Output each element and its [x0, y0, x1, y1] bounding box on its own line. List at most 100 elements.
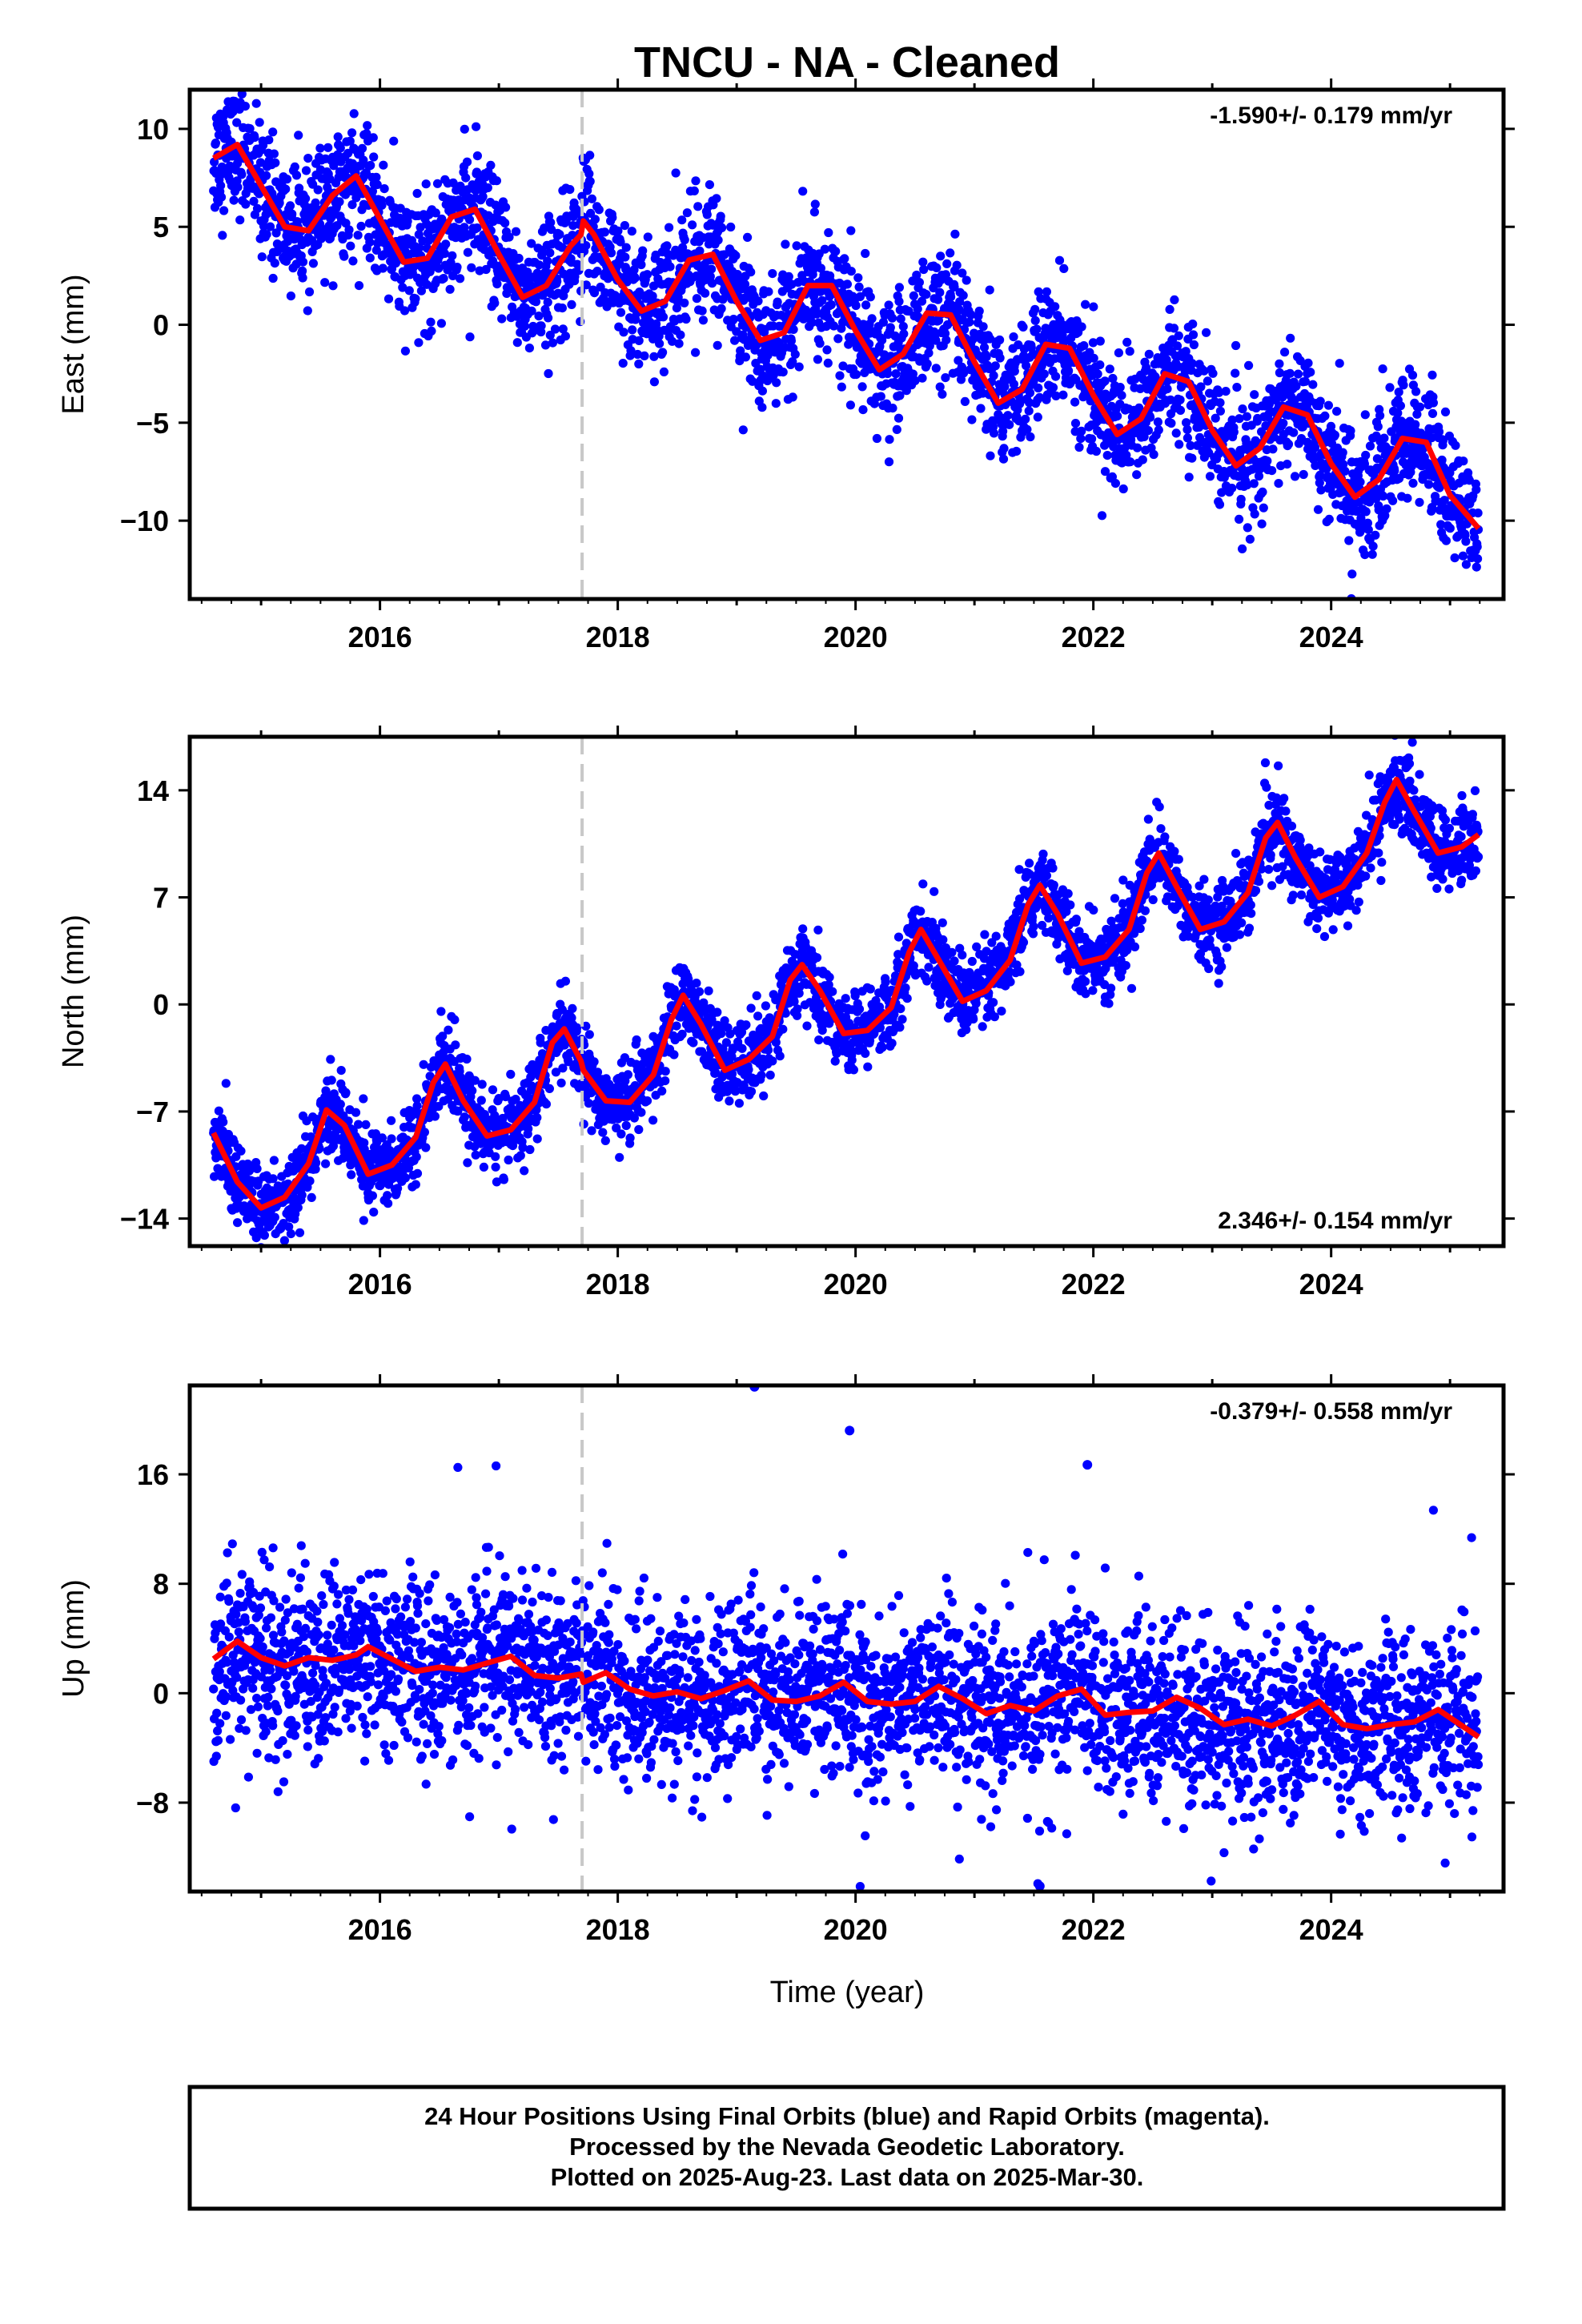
data-point	[1048, 383, 1058, 392]
data-point	[1153, 417, 1162, 427]
data-point	[702, 210, 712, 219]
data-point	[1245, 534, 1255, 544]
data-point	[341, 219, 351, 228]
data-point	[636, 1108, 646, 1117]
data-point	[1022, 424, 1032, 434]
data-point	[1263, 456, 1272, 466]
data-point	[1187, 359, 1197, 368]
data-point	[371, 172, 381, 182]
data-point	[592, 267, 602, 276]
data-point	[824, 227, 833, 238]
data-point	[692, 979, 701, 988]
data-point	[817, 296, 827, 305]
data-point	[1275, 368, 1284, 378]
data-point	[1393, 408, 1403, 418]
data-point	[568, 1003, 577, 1013]
data-point	[488, 1085, 498, 1095]
data-point	[540, 340, 551, 350]
data-point	[1399, 380, 1408, 390]
data-point	[786, 336, 797, 346]
data-point	[1378, 364, 1387, 374]
data-point	[1165, 304, 1174, 314]
data-point	[822, 345, 832, 355]
rate-label: -1.590+/- 0.179 mm/yr	[1210, 103, 1452, 129]
data-point	[665, 223, 674, 232]
data-point	[958, 291, 968, 300]
data-point	[232, 118, 242, 127]
data-point	[432, 179, 443, 188]
data-point	[1089, 353, 1098, 363]
data-point	[792, 241, 801, 251]
data-point	[333, 132, 343, 142]
data-point	[962, 275, 971, 285]
data-point	[837, 382, 846, 392]
data-point	[1231, 368, 1240, 378]
data-point	[1461, 537, 1471, 546]
data-point	[665, 262, 675, 271]
data-point	[219, 1117, 228, 1127]
data-point	[740, 279, 750, 289]
data-point	[1199, 366, 1209, 376]
data-point	[269, 1156, 279, 1165]
data-point	[250, 133, 259, 143]
data-point	[460, 223, 469, 232]
data-point	[471, 1150, 480, 1160]
data-point	[255, 158, 266, 167]
data-point	[463, 247, 473, 257]
data-point	[448, 251, 457, 260]
data-point	[308, 259, 318, 268]
data-point	[594, 205, 604, 215]
data-point	[269, 149, 279, 159]
data-point	[855, 292, 865, 301]
data-point	[1257, 519, 1267, 529]
x-tick-label: 2022	[1062, 621, 1126, 653]
data-point	[671, 168, 681, 178]
data-point	[504, 232, 514, 242]
data-point	[648, 1116, 658, 1125]
data-point	[1077, 322, 1086, 332]
data-point	[1208, 368, 1218, 378]
data-point	[720, 1016, 729, 1026]
data-point	[268, 1174, 278, 1184]
data-point	[236, 1146, 246, 1156]
data-point	[359, 1094, 368, 1104]
data-point	[1138, 455, 1147, 464]
data-point	[470, 1076, 480, 1085]
data-point	[1300, 376, 1310, 386]
data-point	[440, 249, 450, 259]
data-point	[1143, 426, 1153, 436]
data-point	[1379, 491, 1388, 501]
data-point	[1134, 403, 1144, 412]
data-point	[412, 1152, 421, 1162]
data-point	[717, 223, 727, 232]
data-point	[446, 258, 456, 267]
data-point	[1407, 370, 1418, 380]
data-point	[768, 1056, 777, 1066]
data-point	[726, 222, 736, 232]
data-point	[1293, 369, 1303, 379]
data-point	[752, 991, 761, 1000]
data-point	[764, 287, 773, 296]
data-point	[816, 263, 825, 273]
data-point	[1113, 435, 1123, 444]
data-point	[1009, 332, 1018, 342]
data-point	[965, 317, 974, 327]
data-point	[506, 1069, 516, 1080]
data-point	[438, 1031, 448, 1041]
data-point	[297, 1190, 307, 1200]
data-point	[499, 1175, 509, 1184]
data-point	[478, 191, 488, 202]
data-point	[404, 286, 414, 296]
data-point	[264, 135, 274, 145]
data-point	[989, 371, 998, 380]
data-point	[1170, 295, 1179, 304]
data-point	[491, 1152, 500, 1161]
data-point	[1149, 449, 1158, 460]
data-point	[1202, 328, 1211, 337]
data-point	[867, 314, 877, 324]
data-point	[589, 288, 600, 298]
data-point	[544, 1084, 555, 1093]
data-point	[790, 950, 800, 959]
data-point	[1025, 388, 1035, 398]
data-point	[1058, 330, 1067, 340]
